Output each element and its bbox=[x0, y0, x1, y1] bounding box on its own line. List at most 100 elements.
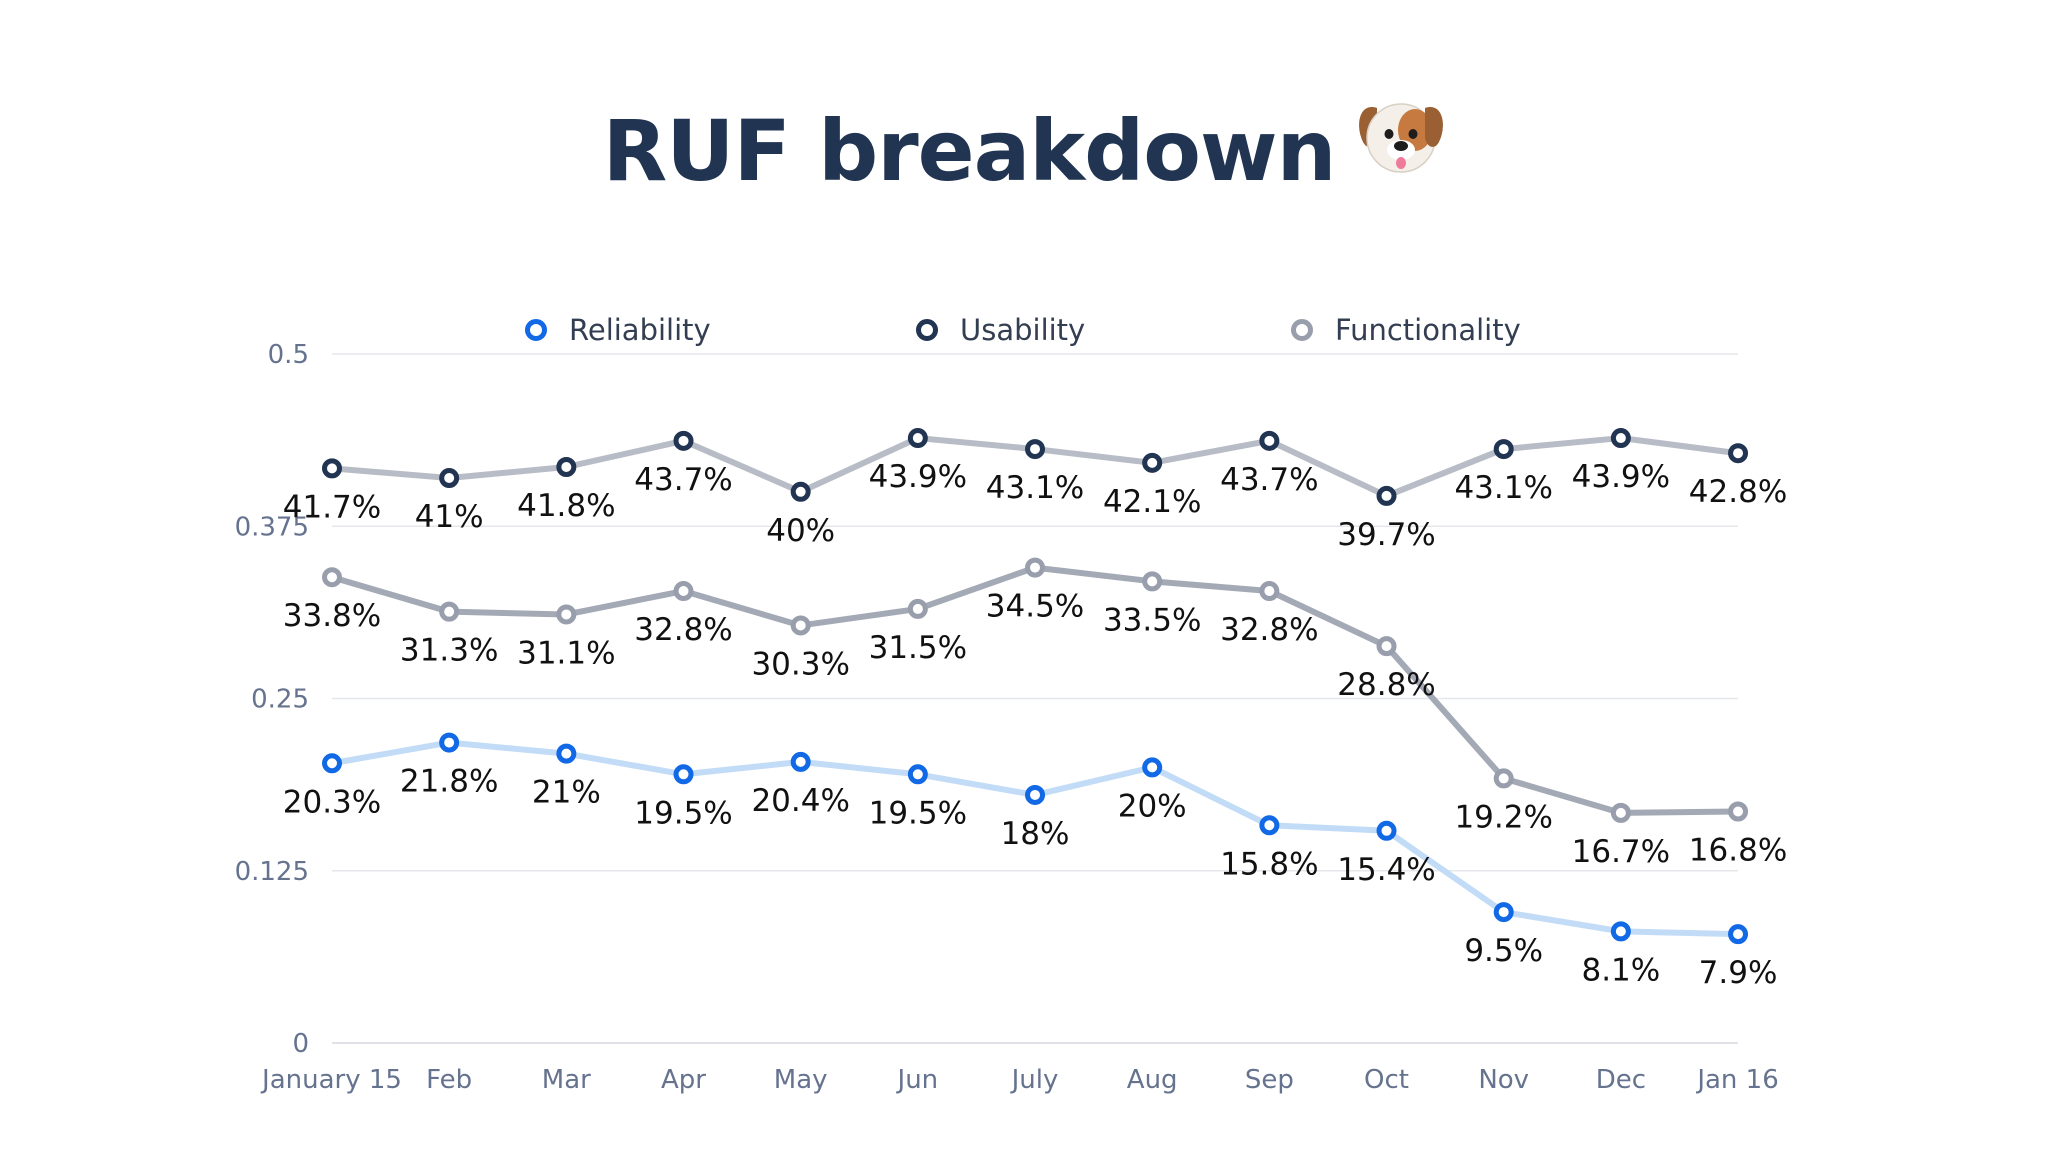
legend-item-usability[interactable]: Usability bbox=[916, 313, 1086, 347]
data-point-reliability[interactable] bbox=[439, 732, 460, 753]
x-tick-label: May bbox=[774, 1065, 828, 1095]
data-point-functionality[interactable] bbox=[1142, 571, 1163, 592]
data-label-usability: 42.8% bbox=[1689, 474, 1787, 510]
data-point-functionality[interactable] bbox=[907, 598, 928, 619]
title-text: RUF breakdown bbox=[602, 102, 1337, 200]
data-point-reliability[interactable] bbox=[556, 743, 577, 764]
x-tick-label: Jun bbox=[896, 1065, 939, 1095]
data-point-usability[interactable] bbox=[790, 481, 811, 502]
data-point-usability[interactable] bbox=[1610, 428, 1631, 449]
data-point-reliability[interactable] bbox=[1728, 924, 1749, 945]
data-label-functionality: 28.8% bbox=[1337, 667, 1435, 703]
data-point-reliability[interactable] bbox=[1493, 902, 1514, 923]
data-point-usability[interactable] bbox=[673, 430, 694, 451]
y-tick-label: 0.375 bbox=[235, 512, 309, 542]
data-label-usability: 41% bbox=[415, 499, 484, 535]
x-tick-label: Apr bbox=[661, 1065, 706, 1095]
series-lines bbox=[322, 428, 1749, 945]
y-tick-label: 0.5 bbox=[268, 340, 309, 370]
data-label-reliability: 21.8% bbox=[400, 764, 498, 800]
data-label-reliability: 19.5% bbox=[634, 795, 732, 831]
data-point-reliability[interactable] bbox=[673, 764, 694, 785]
data-point-functionality[interactable] bbox=[1610, 802, 1631, 823]
legend-marker bbox=[1291, 319, 1313, 341]
y-tick-label: 0.125 bbox=[235, 857, 309, 887]
y-tick-label: 0.25 bbox=[251, 685, 309, 715]
data-point-usability[interactable] bbox=[1025, 439, 1046, 460]
data-point-functionality[interactable] bbox=[439, 601, 460, 622]
data-point-usability[interactable] bbox=[1728, 443, 1749, 464]
legend-item-functionality[interactable]: Functionality bbox=[1291, 313, 1521, 347]
data-label-usability: 43.7% bbox=[1220, 462, 1318, 498]
data-point-usability[interactable] bbox=[907, 428, 928, 449]
dog-face-icon bbox=[1357, 92, 1445, 202]
data-label-usability: 40% bbox=[766, 513, 835, 549]
data-point-usability[interactable] bbox=[1142, 452, 1163, 473]
data-point-usability[interactable] bbox=[556, 456, 577, 477]
data-point-reliability[interactable] bbox=[1142, 757, 1163, 778]
data-point-usability[interactable] bbox=[1493, 439, 1514, 460]
data-point-reliability[interactable] bbox=[1376, 820, 1397, 841]
legend-label: Usability bbox=[960, 313, 1085, 347]
data-label-functionality: 31.1% bbox=[517, 635, 615, 671]
data-label-reliability: 15.8% bbox=[1220, 846, 1318, 882]
x-tick-label: Feb bbox=[426, 1065, 472, 1095]
data-label-functionality: 32.8% bbox=[634, 612, 732, 648]
data-point-functionality[interactable] bbox=[1376, 636, 1397, 657]
x-tick-label: Sep bbox=[1245, 1065, 1294, 1095]
data-label-usability: 43.1% bbox=[1454, 470, 1552, 506]
data-point-reliability[interactable] bbox=[907, 764, 928, 785]
data-label-usability: 43.7% bbox=[634, 462, 732, 498]
data-label-usability: 41.8% bbox=[517, 488, 615, 524]
data-label-reliability: 9.5% bbox=[1464, 933, 1543, 969]
legend-label: Functionality bbox=[1335, 313, 1521, 347]
data-point-usability[interactable] bbox=[1376, 485, 1397, 506]
data-label-reliability: 18% bbox=[1001, 816, 1070, 852]
data-point-reliability[interactable] bbox=[322, 753, 342, 774]
data-point-functionality[interactable] bbox=[1493, 768, 1514, 789]
x-tick-label: Mar bbox=[542, 1065, 591, 1095]
data-label-reliability: 7.9% bbox=[1699, 955, 1778, 991]
data-label-reliability: 15.4% bbox=[1337, 852, 1435, 888]
data-label-functionality: 34.5% bbox=[986, 589, 1084, 625]
x-tick-label: Aug bbox=[1127, 1065, 1178, 1095]
data-point-functionality[interactable] bbox=[556, 604, 577, 625]
data-point-functionality[interactable] bbox=[790, 615, 811, 636]
data-label-functionality: 33.5% bbox=[1103, 602, 1201, 638]
legend-marker bbox=[916, 319, 938, 341]
data-point-functionality[interactable] bbox=[1259, 581, 1280, 602]
data-label-reliability: 20% bbox=[1118, 788, 1187, 824]
data-point-reliability[interactable] bbox=[1259, 815, 1280, 836]
x-tick-label: January 15 bbox=[260, 1065, 402, 1095]
data-point-functionality[interactable] bbox=[1728, 801, 1749, 822]
data-point-usability[interactable] bbox=[439, 468, 460, 489]
x-tick-label: Nov bbox=[1478, 1065, 1529, 1095]
data-point-functionality[interactable] bbox=[322, 567, 342, 588]
x-tick-label: Jan 16 bbox=[1695, 1065, 1778, 1095]
data-label-functionality: 19.2% bbox=[1454, 799, 1552, 835]
legend[interactable]: Reliability Usability Functionality bbox=[525, 313, 1521, 347]
data-point-functionality[interactable] bbox=[673, 581, 694, 602]
data-labels: 20.3% 21.8% 21% 19.5% 20.4% 19.5% 18% 20% 15.8% 1… bbox=[283, 459, 1788, 991]
x-tick-label: Dec bbox=[1596, 1065, 1646, 1095]
x-tick-label: July bbox=[1010, 1065, 1059, 1095]
y-tick-label: 0 bbox=[292, 1029, 309, 1059]
legend-marker bbox=[525, 319, 547, 341]
page-title: RUF breakdown bbox=[0, 96, 2048, 212]
data-point-reliability[interactable] bbox=[1610, 921, 1631, 942]
x-tick-label: Oct bbox=[1364, 1065, 1409, 1095]
data-label-usability: 43.9% bbox=[1572, 459, 1670, 495]
data-point-usability[interactable] bbox=[322, 458, 342, 479]
data-point-usability[interactable] bbox=[1259, 430, 1280, 451]
data-label-usability: 43.9% bbox=[869, 459, 967, 495]
data-label-usability: 43.1% bbox=[986, 470, 1084, 506]
data-label-usability: 39.7% bbox=[1337, 517, 1435, 553]
data-point-functionality[interactable] bbox=[1025, 557, 1046, 578]
data-point-reliability[interactable] bbox=[790, 751, 811, 772]
legend-label: Reliability bbox=[569, 313, 711, 347]
data-point-reliability[interactable] bbox=[1025, 784, 1046, 805]
legend-item-reliability[interactable]: Reliability bbox=[525, 313, 711, 347]
data-label-reliability: 20.4% bbox=[751, 783, 849, 819]
data-label-reliability: 19.5% bbox=[869, 795, 967, 831]
